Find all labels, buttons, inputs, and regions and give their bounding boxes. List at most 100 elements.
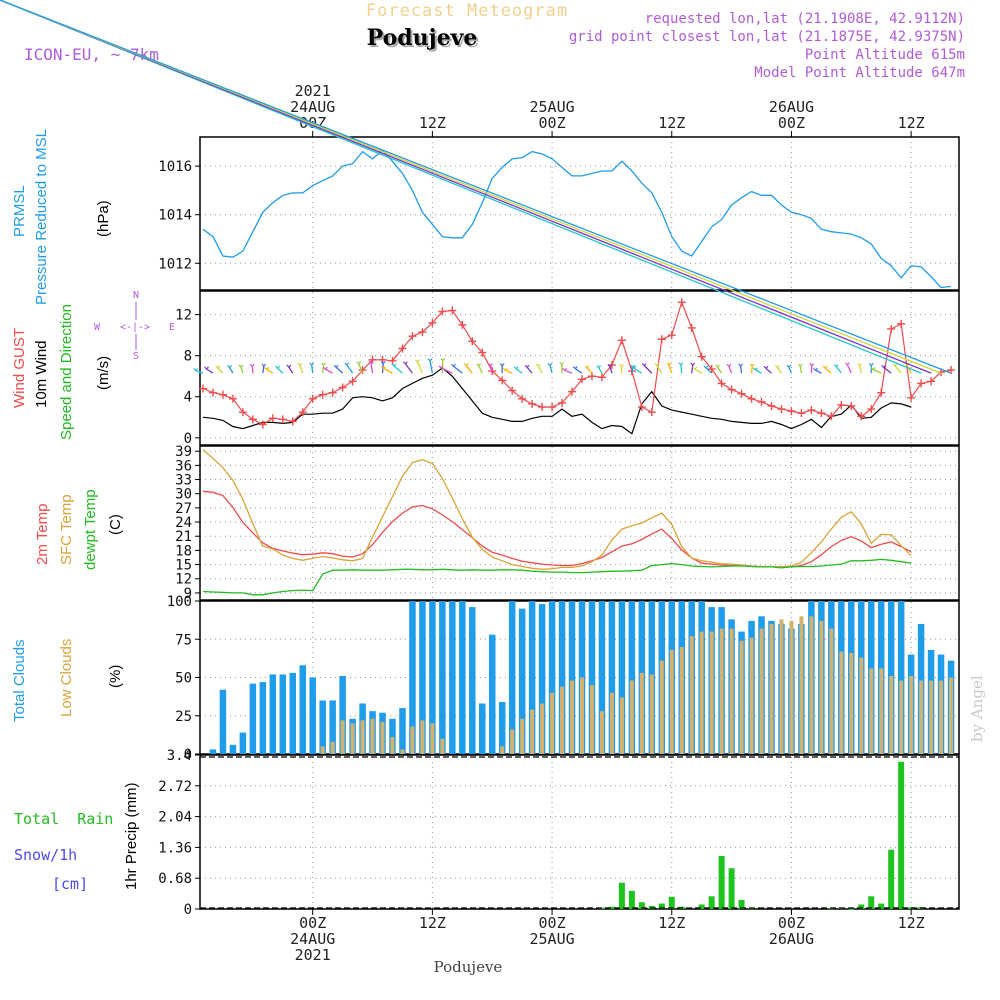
low-cloud-bar-55 — [749, 637, 754, 754]
wind-arrow-21 — [404, 363, 413, 374]
wind-arrowhead-5 — [249, 363, 255, 368]
low-cloud-bar-21 — [410, 726, 415, 754]
gust-marker-25 — [448, 306, 457, 315]
wind-arrow-65 — [846, 364, 852, 374]
wind-arrow-37 — [564, 369, 573, 374]
wind-arrowhead-49 — [690, 362, 696, 366]
wind-arrow-2 — [217, 367, 224, 374]
ytick-label-cloud-3: 75 — [175, 632, 192, 648]
total-cloud-bar-5 — [249, 683, 257, 754]
gust-marker-26 — [458, 320, 467, 329]
wind-arrowhead-37 — [562, 367, 568, 372]
wind-arrow-9 — [288, 366, 294, 374]
wind-arrowhead-57 — [763, 365, 769, 370]
wind-arrow-14 — [335, 366, 344, 374]
low-cloud-bar-39 — [589, 685, 594, 754]
prmsl-label: PRMSL — [11, 185, 28, 237]
ytick-label-temp-10: 39 — [175, 444, 192, 460]
wind-arrow-69 — [883, 366, 892, 374]
low-cloud-bar-67 — [869, 668, 874, 754]
low-cloud-bar-31 — [510, 729, 515, 754]
total-rain-label: Total Rain — [14, 810, 113, 828]
gust-marker-51 — [707, 365, 716, 374]
wind-dir-label: Speed and Direction — [58, 304, 75, 440]
wind-10m-label: 10m Wind — [33, 340, 50, 408]
low-cloud-bar-49 — [689, 636, 694, 754]
wind-arrowhead-58 — [774, 365, 780, 369]
bottom-axis-label-0-1: 24AUG — [290, 930, 335, 948]
gust-marker-38 — [577, 375, 586, 384]
top-axis-label-4-0: 26AUG — [769, 98, 814, 116]
ytick-label-temp-4: 21 — [175, 529, 192, 545]
temp-sfc-label: SFC Temp — [58, 494, 75, 565]
bottom-axis-label-3-0: 12Z — [658, 914, 685, 932]
wind-arrow-44 — [633, 367, 643, 374]
top-axis-label-5-0: 12Z — [898, 114, 925, 132]
temp-labels: 2m Temp SFC Temp dewpt Temp (C) — [34, 489, 124, 570]
total-cloud-bar-4 — [239, 732, 247, 754]
wind-arrowhead-40 — [596, 365, 602, 369]
wind-arrow-5 — [251, 366, 254, 374]
gust-marker-42 — [617, 336, 626, 345]
panel-frame-precip — [199, 754, 960, 910]
total-clouds-label: Total Clouds — [11, 639, 28, 722]
total-cloud-bar-19 — [389, 718, 396, 754]
wind-arrow-34 — [537, 365, 543, 374]
wind-arrowhead-38 — [572, 366, 578, 370]
wind-arrow-31 — [505, 369, 513, 374]
total-cloud-bar-10 — [299, 665, 306, 754]
low-cloud-bar-74 — [939, 680, 944, 754]
gust-marker-37 — [568, 387, 577, 396]
ytick-label-pressure-0: 1012 — [158, 256, 192, 272]
bottom-axis-label-4-1: 26AUG — [769, 930, 814, 948]
location-title: Podujeve — [369, 27, 480, 53]
wind-arrowhead-63 — [822, 365, 828, 369]
top-axis-label-2-0: 25AUG — [529, 98, 574, 116]
temp-line-0 — [202, 490, 912, 568]
wind-arrow-54 — [739, 365, 743, 374]
wind-arrow-27 — [465, 365, 473, 374]
wind-arrow-55 — [750, 366, 753, 374]
total-cloud-bar-34 — [538, 604, 546, 754]
gust-marker-9 — [288, 417, 297, 426]
gust-marker-34 — [538, 403, 547, 412]
gust-marker-63 — [827, 412, 836, 421]
wind-arrow-22 — [416, 361, 424, 374]
wind-arrow-75 — [0, 0, 952, 374]
gust-marker-12 — [318, 390, 327, 399]
gust-marker-61 — [807, 406, 816, 415]
low-cloud-bar-54 — [739, 640, 744, 754]
gust-marker-2 — [218, 390, 227, 399]
ytick-label-cloud-0: 0 — [184, 747, 192, 763]
gust-marker-17 — [368, 355, 377, 364]
bottom-axis-label-5-0: 12Z — [898, 914, 925, 932]
low-cloud-bar-66 — [859, 657, 864, 754]
top-axis-label-1-0: 12Z — [419, 114, 446, 132]
gust-marker-60 — [797, 409, 806, 418]
wind-arrowhead-25 — [438, 365, 444, 369]
cloud-bars — [209, 601, 955, 754]
gust-marker-11 — [308, 394, 317, 403]
precip-axis-title: 1hr Precip (mm) — [123, 782, 140, 890]
gust-marker-8 — [278, 415, 287, 424]
total-cloud-bar-31 — [508, 601, 516, 754]
snow-label: Snow/1h — [14, 846, 77, 864]
wind-arrow-52 — [716, 366, 723, 374]
ytick-label-wind-0: 0 — [184, 431, 192, 447]
wind-arrow-4 — [240, 366, 244, 374]
wind-arrowhead-13 — [322, 366, 328, 370]
wind-arrow-59 — [788, 366, 793, 374]
gust-marker-49 — [687, 323, 696, 332]
ytick-label-precip-0: 0 — [184, 902, 192, 918]
low-cloud-bar-53 — [729, 628, 734, 754]
wind-arrowhead-68 — [870, 367, 876, 371]
wind-arrowhead-59 — [786, 364, 792, 369]
total-cloud-bar-24 — [439, 601, 446, 754]
wind-arrowhead-47 — [666, 362, 672, 366]
low-cloud-bar-48 — [679, 646, 684, 754]
precip-bar-69 — [888, 849, 895, 909]
temp-unit: (C) — [107, 514, 124, 535]
wind-arrow-58 — [776, 367, 782, 374]
ytick-label-cloud-4: 100 — [167, 594, 192, 610]
